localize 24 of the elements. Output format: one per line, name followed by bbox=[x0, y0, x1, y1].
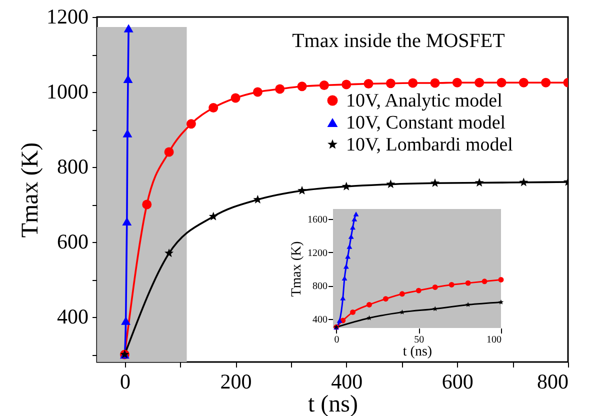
y-axis-title: Tmax (K) bbox=[18, 142, 44, 238]
x-tick-label: 800 bbox=[537, 370, 568, 394]
y-axis-title: Tmax (K) bbox=[290, 240, 304, 297]
y-tick-label: 600 bbox=[57, 230, 88, 254]
annotation: Tmax inside the MOSFET bbox=[292, 30, 505, 52]
y-tick-label: 400 bbox=[312, 314, 328, 326]
x-tick-label: 400 bbox=[331, 370, 363, 394]
legend-label: 10V, Lombardi model bbox=[346, 134, 513, 156]
y-tick-label: 400 bbox=[57, 304, 88, 328]
x-tick-label: 200 bbox=[220, 370, 252, 394]
legend-label: 10V, Constant model bbox=[346, 112, 506, 134]
y-tick-label: 1000 bbox=[46, 80, 88, 104]
legend-label: 10V, Analytic model bbox=[346, 90, 502, 112]
x-tick-label: 600 bbox=[442, 370, 474, 394]
x-tick-label: 50 bbox=[414, 334, 424, 346]
x-tick-label: 100 bbox=[486, 334, 502, 346]
y-tick-label: 800 bbox=[312, 281, 328, 292]
x-tick-label: 0 bbox=[334, 334, 340, 346]
y-tick-label: 800 bbox=[57, 154, 88, 178]
x-tick-label: 0 bbox=[120, 370, 130, 394]
x-axis-title: t (ns) bbox=[402, 344, 432, 360]
y-tick-label: 1200 bbox=[308, 248, 328, 259]
y-tick-label: 1600 bbox=[308, 214, 328, 226]
y-tick-label: 1200 bbox=[46, 4, 88, 28]
